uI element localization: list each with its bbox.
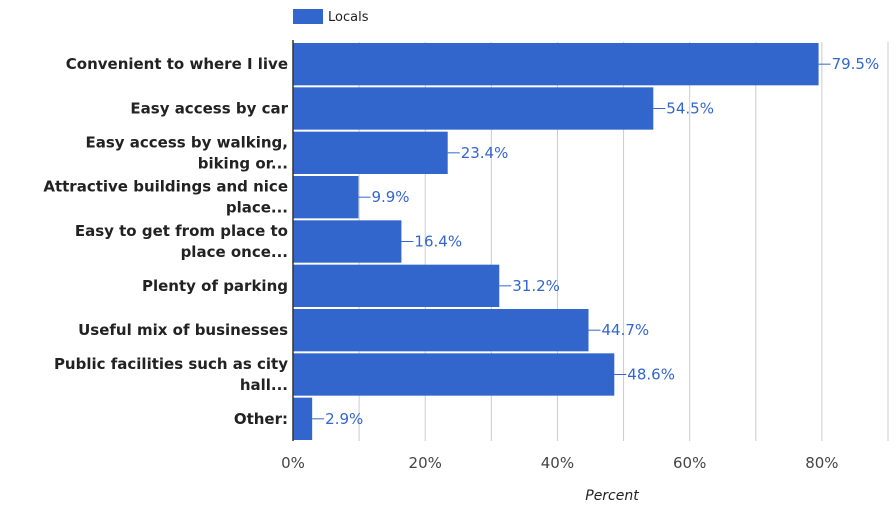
- bars: [293, 43, 819, 440]
- category-label: Useful mix of businesses: [78, 321, 288, 339]
- category-label: place once...: [181, 243, 288, 261]
- category-label: Easy to get from place to: [75, 222, 288, 240]
- category-label: Plenty of parking: [142, 277, 288, 295]
- legend: Locals: [293, 9, 369, 25]
- category-label: Attractive buildings and nice: [43, 178, 288, 196]
- data-label: 2.9%: [325, 410, 363, 428]
- data-label: 44.7%: [602, 321, 650, 339]
- category-label: Easy access by car: [130, 100, 288, 118]
- data-label: 31.2%: [512, 277, 560, 295]
- bar: [293, 87, 654, 130]
- label-connectors: [312, 63, 831, 420]
- bar: [293, 220, 402, 263]
- category-label: hall...: [240, 376, 288, 394]
- data-label: 54.5%: [666, 100, 714, 118]
- x-tick-labels: 0% 20% 40% 60% 80%: [281, 454, 838, 472]
- data-labels: 79.5% 54.5% 23.4% 9.9% 16.4% 31.2% 44.7% 48.6% 2…: [325, 55, 879, 428]
- bar: [293, 131, 448, 174]
- x-tick-label: 0%: [281, 454, 305, 472]
- category-label: Public facilities such as city: [54, 355, 288, 373]
- x-axis-title: Percent: [585, 488, 639, 504]
- data-label: 79.5%: [832, 55, 880, 73]
- bar: [293, 264, 500, 307]
- bar: [293, 43, 819, 86]
- legend-label-locals: Locals: [328, 10, 369, 25]
- legend-swatch-locals: [293, 9, 323, 24]
- category-label: Convenient to where I live: [66, 55, 288, 73]
- x-tick-label: 20%: [409, 454, 442, 472]
- category-label: Other:: [234, 410, 288, 428]
- bar: [293, 309, 589, 352]
- bar: [293, 176, 359, 219]
- data-label: 23.4%: [461, 144, 509, 162]
- category-label: biking or...: [198, 154, 288, 172]
- data-label: 16.4%: [414, 233, 462, 251]
- category-labels: Convenient to where I live Easy access by…: [43, 55, 288, 428]
- category-label: place...: [226, 199, 288, 217]
- x-tick-label: 80%: [805, 454, 838, 472]
- data-label: 9.9%: [371, 188, 409, 206]
- x-tick-label: 40%: [541, 454, 574, 472]
- category-label: Easy access by walking,: [85, 133, 288, 151]
- x-tick-label: 60%: [673, 454, 706, 472]
- data-label: 48.6%: [627, 366, 675, 384]
- bar: [293, 353, 615, 396]
- bar: [293, 397, 313, 440]
